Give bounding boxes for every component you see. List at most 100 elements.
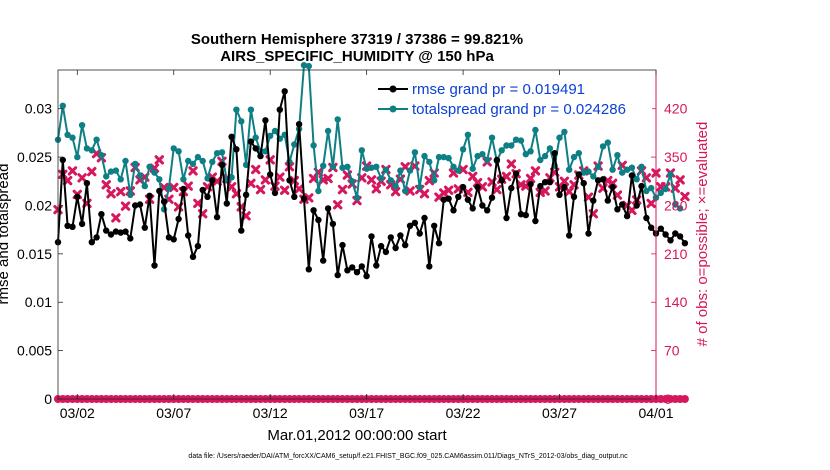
x-tick-label: 03/12 [253,405,288,421]
obs-evaluated-point [564,186,574,197]
data-point [180,185,187,193]
data-point [498,177,505,184]
obs-evaluated-point [443,185,454,195]
data-point [459,183,467,191]
data-file-footer: data file: /Users/raeder/DAI/ATM_forcXX/… [188,453,628,460]
data-point [213,213,221,221]
data-point [146,192,153,199]
data-point [194,153,202,161]
data-point [127,191,134,198]
y-tick-label-left: 0.025 [17,149,52,165]
data-point [416,183,423,191]
data-point [445,154,452,162]
obs-evaluated-point [188,166,198,176]
data-point [426,263,433,270]
data-point [74,193,81,200]
obs-evaluated-point [525,173,536,184]
data-point [98,152,105,159]
data-point [431,177,438,184]
data-point [271,127,279,135]
data-point [406,167,414,174]
data-point [300,195,308,202]
y-tick-label-right: 0 [664,391,672,407]
data-point [469,165,476,172]
data-point [204,193,211,200]
obs-evaluated-point [294,184,304,194]
data-point [257,152,264,160]
obs-evaluated-point [106,189,116,199]
data-point [643,214,650,222]
data-point [247,106,255,113]
y-tick-label-left: 0.03 [25,101,52,117]
data-point [590,197,597,204]
data-point [334,116,341,123]
y-tick-label-right: 280 [664,197,688,213]
data-point [315,187,322,195]
obs-evaluated-point [559,176,570,186]
data-point [566,232,573,239]
obs-evaluated-point [333,200,343,210]
data-point [648,184,655,192]
data-point [199,157,206,165]
data-point [189,253,197,260]
obs-evaluated-point [120,201,131,211]
x-tick-label: 03/07 [156,405,191,421]
data-point [455,193,462,200]
data-point [252,145,259,152]
data-point [59,102,66,110]
data-point [397,167,404,174]
obs-evaluated-point [506,159,517,169]
data-point [377,175,385,182]
data-point [199,186,206,194]
data-point [464,196,472,203]
data-point [117,229,124,236]
series-#-3 [53,148,690,223]
data-point [387,234,394,241]
data-point [353,194,361,201]
data-point [344,163,351,170]
data-point [320,257,327,264]
data-point [657,189,664,197]
data-point [431,222,438,229]
data-point [421,214,428,222]
obs-evaluated-point [390,186,401,197]
data-point [59,156,66,164]
data-point [638,163,645,170]
data-point [218,161,226,168]
data-point [377,242,385,250]
data-point [628,164,636,171]
data-point [324,205,332,212]
data-point [238,227,245,234]
x-tick-label: 04/01 [638,405,673,421]
data-point [112,228,120,235]
obs-evaluated-point [251,164,261,175]
data-point [358,147,365,154]
data-point [194,242,202,250]
data-point [180,176,187,183]
data-point [450,207,457,214]
data-point [614,152,621,159]
data-point [580,169,587,176]
data-point [209,158,216,166]
y-tick-label-left: 0.01 [25,294,52,310]
data-point [83,145,91,152]
obs-evaluated-point [627,205,637,216]
data-point [561,128,568,136]
data-point [488,134,496,141]
data-point [522,151,529,158]
legend-box [370,76,652,122]
data-point [435,153,443,161]
obs-evaluated-point [260,175,271,185]
data-point [469,205,476,212]
x-tick-label: 03/02 [60,405,95,421]
data-point [648,224,655,231]
obs-possible-point [680,395,689,403]
data-point [406,222,414,229]
data-point [204,175,211,182]
obs-evaluated-point [366,175,377,185]
data-point [585,168,592,175]
data-point [74,153,81,161]
legend-marker-totalspread [389,105,397,113]
data-point [575,171,582,178]
